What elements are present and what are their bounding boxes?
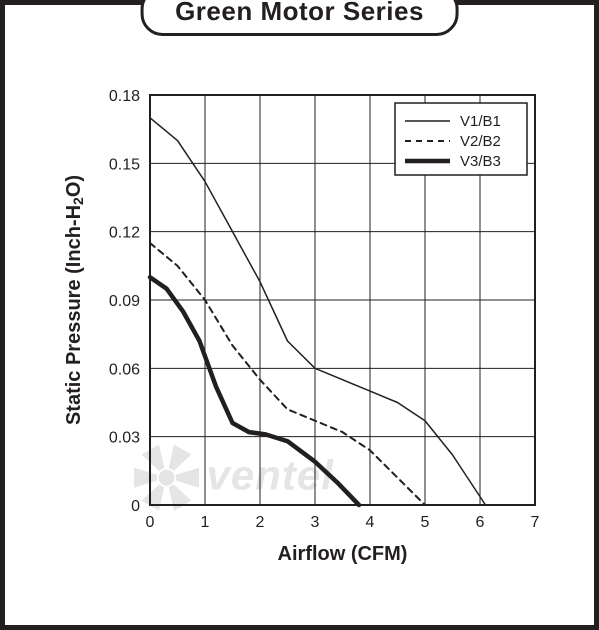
svg-text:Static Pressure (Inch-H2O): Static Pressure (Inch-H2O) <box>63 175 86 425</box>
svg-text:4: 4 <box>366 514 375 531</box>
svg-text:0.12: 0.12 <box>109 225 140 242</box>
outer-frame: Green Motor Series ventel0123456700.030.… <box>0 0 599 630</box>
svg-text:0.06: 0.06 <box>109 361 140 378</box>
pressure-airflow-chart: ventel0123456700.030.060.090.120.150.18A… <box>35 75 575 595</box>
svg-text:1: 1 <box>201 514 210 531</box>
svg-text:0: 0 <box>131 498 140 515</box>
svg-text:7: 7 <box>531 514 540 531</box>
svg-text:V2/B2: V2/B2 <box>460 133 501 150</box>
svg-text:0: 0 <box>146 514 155 531</box>
svg-text:Airflow (CFM): Airflow (CFM) <box>278 543 408 565</box>
svg-text:V1/B1: V1/B1 <box>460 113 501 130</box>
svg-text:0.03: 0.03 <box>109 430 140 447</box>
svg-text:0.15: 0.15 <box>109 156 140 173</box>
series-title-badge: Green Motor Series <box>140 0 459 36</box>
chart-container: ventel0123456700.030.060.090.120.150.18A… <box>35 75 564 595</box>
svg-text:2: 2 <box>256 514 265 531</box>
svg-text:5: 5 <box>421 514 430 531</box>
svg-text:3: 3 <box>311 514 320 531</box>
svg-text:V3/B3: V3/B3 <box>460 153 501 170</box>
svg-text:6: 6 <box>476 514 485 531</box>
series-title: Green Motor Series <box>175 0 424 26</box>
svg-text:0.18: 0.18 <box>109 88 140 105</box>
svg-text:0.09: 0.09 <box>109 293 140 310</box>
